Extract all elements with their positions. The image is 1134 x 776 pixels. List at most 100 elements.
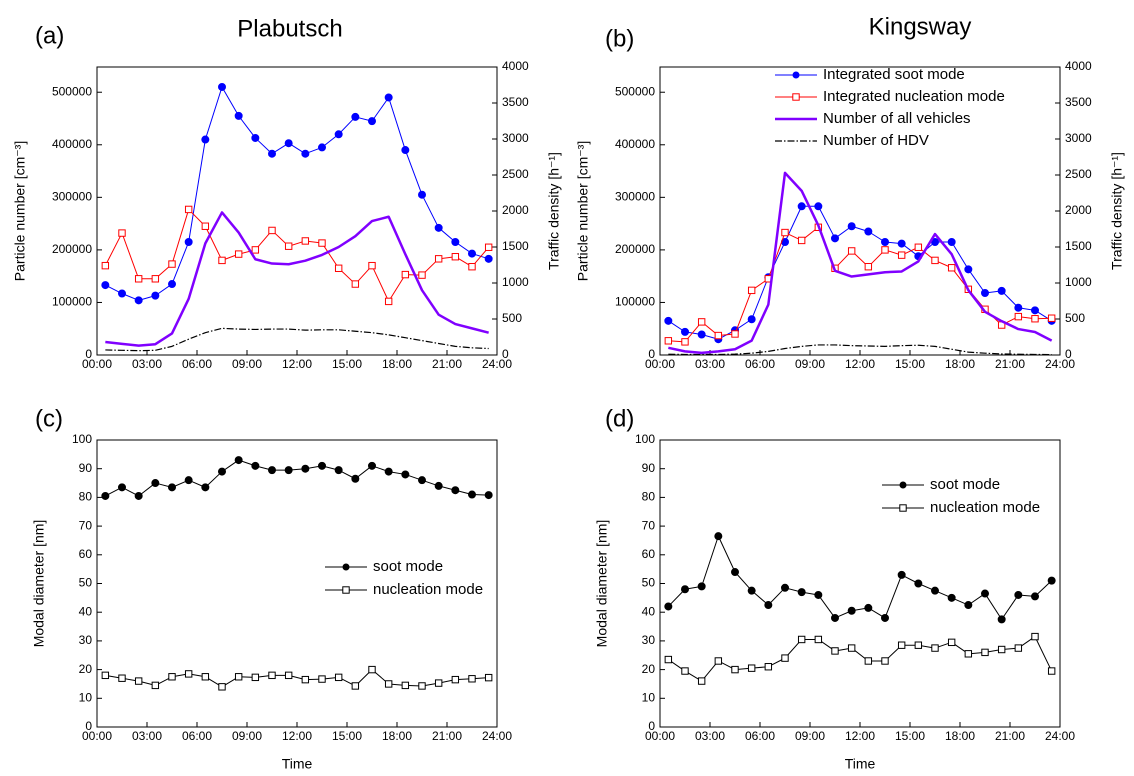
x-tick-label: 00:00	[82, 357, 112, 371]
x-tick-label: 09:00	[232, 729, 262, 743]
marker	[284, 139, 293, 148]
y-tick-label: 50	[79, 576, 93, 590]
marker	[251, 673, 260, 682]
series-line	[104, 208, 490, 302]
marker	[681, 338, 689, 346]
marker	[168, 483, 176, 492]
marker	[418, 190, 426, 199]
legend-marker	[342, 563, 350, 571]
x-tick-label: 06:00	[745, 729, 775, 743]
marker	[468, 249, 476, 258]
marker	[351, 280, 360, 288]
legend-marker	[899, 481, 907, 489]
marker	[101, 671, 110, 680]
marker	[731, 665, 739, 674]
marker	[218, 256, 226, 265]
x-tick-label: 18:00	[382, 357, 412, 371]
y2-tick-label: 2500	[1065, 167, 1092, 181]
y-tick-label: 100	[72, 432, 92, 446]
marker	[814, 635, 823, 644]
marker	[797, 635, 806, 644]
marker	[401, 681, 410, 690]
x-tick-label: 15:00	[895, 729, 925, 743]
marker	[101, 281, 110, 290]
y2-tick-label: 1000	[1065, 275, 1092, 289]
series-line	[668, 205, 1052, 340]
marker	[747, 664, 756, 672]
legend-marker	[899, 504, 907, 512]
marker	[664, 316, 673, 325]
marker	[151, 291, 160, 300]
x-tick-label: 09:00	[232, 357, 262, 371]
marker	[764, 601, 773, 610]
x-tick-label: 00:00	[645, 357, 675, 371]
marker	[881, 657, 889, 665]
marker	[434, 255, 443, 263]
x-tick-label: 24:00	[1045, 729, 1075, 743]
marker	[201, 483, 210, 492]
marker	[981, 589, 989, 598]
marker	[797, 202, 806, 211]
y-tick-label: 10	[642, 690, 656, 704]
marker	[468, 263, 476, 271]
marker	[1014, 312, 1023, 321]
y2-axis-label: Traffic density [h⁻¹]	[546, 152, 562, 270]
marker	[168, 280, 176, 289]
marker	[681, 667, 689, 675]
marker	[301, 675, 310, 684]
marker	[384, 467, 393, 476]
x-tick-label: 18:00	[382, 729, 412, 743]
marker	[401, 270, 410, 279]
marker	[764, 663, 773, 671]
y-tick-label: 200000	[615, 242, 655, 256]
marker	[251, 461, 260, 470]
marker	[831, 647, 839, 655]
x-tick-label: 21:00	[995, 729, 1025, 743]
series-line	[668, 171, 1053, 355]
marker	[947, 238, 956, 247]
y-tick-label: 70	[642, 518, 656, 532]
marker	[218, 467, 226, 476]
y-tick-label: 90	[642, 461, 656, 475]
marker	[714, 532, 723, 541]
marker	[451, 238, 460, 247]
y2-tick-label: 3000	[1065, 131, 1092, 145]
x-tick-label: 24:00	[482, 357, 512, 371]
x-tick-label: 09:00	[795, 357, 825, 371]
marker	[201, 673, 210, 681]
chart-title: Plabutsch	[237, 15, 342, 42]
marker	[334, 130, 343, 139]
y-tick-label: 0	[85, 347, 92, 361]
marker	[1014, 590, 1023, 599]
marker	[697, 582, 706, 591]
y-tick-label: 50	[642, 576, 656, 590]
marker	[334, 673, 343, 682]
panel-label: (d)	[605, 405, 634, 432]
y-tick-label: 30	[642, 633, 656, 647]
marker	[218, 683, 226, 691]
y-tick-label: 0	[648, 719, 655, 733]
marker	[284, 466, 293, 475]
y-axis-label: Modal diameter [nm]	[31, 520, 47, 648]
marker	[847, 247, 856, 255]
marker	[697, 330, 706, 339]
marker	[747, 586, 756, 595]
marker	[134, 491, 143, 500]
marker	[268, 149, 276, 158]
marker	[881, 613, 889, 622]
marker	[697, 318, 706, 326]
x-tick-label: 21:00	[432, 357, 462, 371]
y-tick-label: 80	[79, 490, 93, 504]
x-tick-label: 12:00	[845, 357, 875, 371]
legend-label: nucleation mode	[373, 581, 483, 598]
legend-label: Number of HDV	[823, 132, 929, 149]
marker	[864, 227, 873, 236]
legend-label: Integrated nucleation mode	[823, 88, 1005, 105]
marker	[451, 486, 460, 495]
marker	[318, 143, 326, 152]
marker	[234, 250, 243, 258]
marker	[981, 288, 989, 297]
marker	[318, 675, 326, 683]
x-tick-label: 12:00	[845, 729, 875, 743]
marker	[434, 679, 443, 687]
